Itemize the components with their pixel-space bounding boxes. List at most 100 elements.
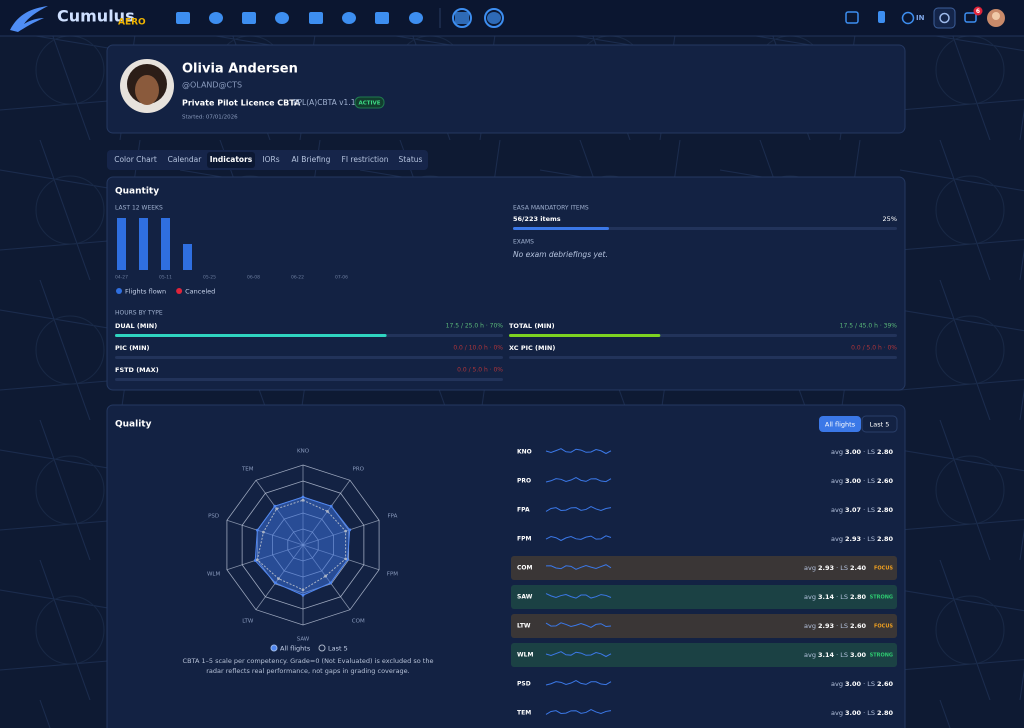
tab[interactable]: Calendar [168, 155, 203, 164]
radar-label: TEM [241, 466, 254, 472]
score-part: avg [804, 593, 816, 601]
week-bar [161, 218, 170, 270]
score-part: avg [831, 709, 843, 717]
radar-all-flights-point [255, 528, 259, 532]
radar-last-5-point [324, 574, 327, 578]
nav-icon[interactable] [452, 8, 472, 28]
nav-icon[interactable] [275, 12, 289, 24]
nav-icon-shape[interactable] [455, 12, 469, 24]
tab[interactable]: Color Chart [114, 155, 157, 164]
nav-icon-ring[interactable] [452, 8, 472, 28]
progress-track [509, 356, 897, 359]
hours-value: 0.0 / 5.0 h · 0% [851, 345, 897, 352]
score-part: 2.80 [877, 535, 894, 543]
sparkline [545, 505, 612, 512]
score-part: · LS [863, 506, 875, 514]
nav-icon[interactable] [176, 12, 190, 24]
radar-last-5-point [344, 529, 348, 533]
nav-icon-ring[interactable] [484, 8, 504, 28]
nav-icon[interactable] [484, 8, 504, 28]
nav-icon-shape[interactable] [342, 12, 356, 24]
user-avatar-face[interactable] [992, 12, 1000, 20]
chat-icon[interactable] [964, 12, 977, 23]
exams-empty: No exam debriefings yet. [513, 250, 608, 259]
hours-bar [115, 334, 387, 337]
theme-toggle[interactable] [933, 7, 956, 29]
filter-active[interactable] [819, 416, 861, 432]
progress-bar [513, 227, 609, 230]
nav-bar [0, 0, 1024, 36]
week-label: 05-11 [159, 275, 172, 281]
legend-label: Last 5 [328, 645, 348, 653]
hours-value: 0.0 / 10.0 h · 0% [453, 345, 503, 352]
competency-row-bg [511, 585, 897, 609]
competency-score: avg 3.00 · LS 2.60 [831, 680, 893, 688]
logo-mark[interactable] [10, 6, 48, 32]
tab-active-bg[interactable] [207, 152, 255, 168]
profile-card [106, 44, 906, 134]
tab[interactable]: AI Briefing [292, 155, 331, 164]
notification-badge [973, 6, 983, 16]
card-title: Quantity [115, 187, 159, 197]
score-part: · LS [836, 651, 848, 659]
score-part: 2.93 [818, 564, 834, 572]
week-label: 07-06 [335, 275, 348, 281]
nav-icon-shape[interactable] [409, 12, 423, 24]
nav-icon-shape[interactable] [487, 12, 501, 24]
score-part: 3.00 [845, 448, 862, 456]
filter-button[interactable]: Last 5 [870, 421, 890, 429]
clock-icon[interactable] [901, 11, 915, 25]
nav-icon[interactable] [375, 12, 389, 24]
competency-code: FPM [517, 536, 531, 543]
hours-value: 0.0 / 5.0 h · 0% [457, 367, 503, 374]
score-part: 2.40 [850, 564, 867, 572]
score-part: 2.93 [818, 622, 834, 630]
hours-name: PIC (MIN) [115, 344, 150, 352]
score-part: 3.14 [818, 651, 835, 659]
started-date: Started: 07/01/2026 [182, 115, 238, 121]
tab[interactable]: FI restriction [342, 155, 389, 164]
competency-row-bg [511, 643, 897, 667]
radar-label: PRO [353, 466, 365, 472]
score-part: · LS [836, 564, 848, 572]
nav-icon-shape[interactable] [275, 12, 289, 24]
nav-icon[interactable] [209, 12, 223, 24]
nav-icon-shape[interactable] [375, 12, 389, 24]
nav-icon-shape[interactable] [242, 12, 256, 24]
legend-label: Canceled [185, 288, 215, 296]
score-part: avg [804, 564, 816, 572]
nav-icon[interactable] [409, 12, 423, 24]
nav-icon-shape[interactable] [209, 12, 223, 24]
filter-inactive[interactable] [861, 415, 898, 433]
score-part: avg [831, 680, 843, 688]
nav-icon[interactable] [342, 12, 356, 24]
radar-label: KNO [297, 449, 310, 455]
tab[interactable]: IORs [262, 155, 279, 164]
hours-value: 17.5 / 45.0 h · 39% [840, 323, 898, 330]
filter-button[interactable]: All flights [825, 421, 856, 429]
score-part: 2.60 [877, 477, 894, 485]
week-label: 04-27 [115, 275, 128, 281]
score-part: avg [804, 622, 816, 630]
tab[interactable]: Status [399, 155, 423, 164]
pin-icon[interactable] [878, 11, 885, 23]
progress-track [115, 356, 503, 359]
nav-icon[interactable] [309, 12, 323, 24]
section-label: HOURS BY TYPE [115, 310, 163, 317]
score-part: 3.00 [850, 651, 867, 659]
layout-toggle[interactable] [845, 11, 859, 24]
score-part: 2.80 [850, 593, 867, 601]
nav-icon[interactable] [242, 12, 256, 24]
competency-score: avg 2.93 · LS 2.80 [831, 535, 893, 543]
tab[interactable]: Indicators [210, 155, 253, 164]
nav-icon-shape[interactable] [309, 12, 323, 24]
status: ACTIVE [358, 100, 380, 106]
theme-icon[interactable] [939, 12, 950, 24]
score-part: 2.93 [845, 535, 861, 543]
nav-icon-shape[interactable] [176, 12, 190, 24]
radar-last-5-point [301, 498, 305, 502]
score-part: avg [804, 651, 816, 659]
radar-all-flights-point [301, 495, 305, 499]
